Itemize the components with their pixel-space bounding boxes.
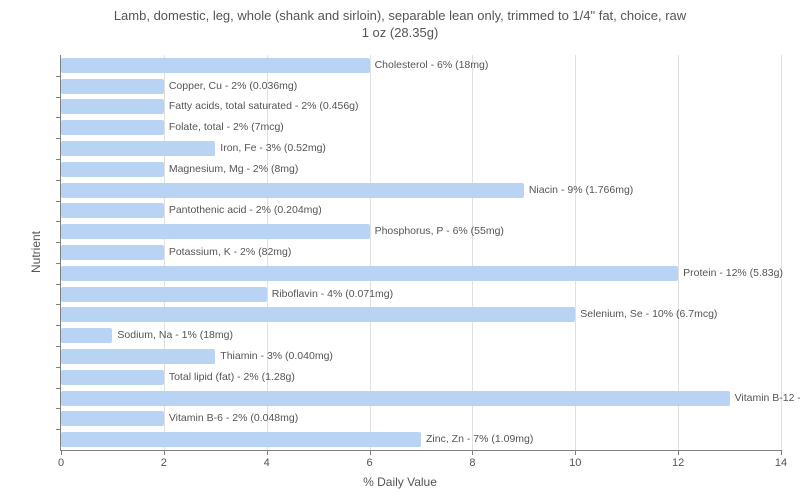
title-line-1: Lamb, domestic, leg, whole (shank and si…	[114, 8, 686, 23]
x-tick-label: 6	[367, 457, 373, 469]
nutrient-bar-label: Total lipid (fat) - 2% (1.28g)	[169, 370, 295, 385]
nutrient-bar	[61, 58, 370, 73]
x-tick-label: 14	[775, 457, 787, 469]
y-tick	[56, 304, 61, 305]
nutrient-bar	[61, 307, 575, 322]
nutrient-bar-label: Vitamin B-6 - 2% (0.048mg)	[169, 411, 298, 426]
nutrient-bar	[61, 99, 164, 114]
nutrient-bar-label: Iron, Fe - 3% (0.52mg)	[220, 141, 326, 156]
nutrient-bar	[61, 266, 678, 281]
x-tick-label: 12	[672, 457, 684, 469]
x-tick	[781, 450, 782, 455]
nutrient-bar	[61, 328, 112, 343]
x-tick-label: 4	[264, 457, 270, 469]
x-tick-label: 2	[161, 457, 167, 469]
nutrient-bar	[61, 391, 730, 406]
plot-area: 02468101214Cholesterol - 6% (18mg)Copper…	[60, 55, 781, 451]
x-tick-label: 8	[469, 457, 475, 469]
y-tick	[56, 138, 61, 139]
x-axis-label: % Daily Value	[363, 475, 437, 489]
nutrient-bar-label: Protein - 12% (5.83g)	[683, 266, 783, 281]
nutrient-bar-label: Vitamin B-12 - 13% (0.77mcg)	[735, 391, 800, 406]
x-tick	[164, 450, 165, 455]
y-tick	[56, 367, 61, 368]
nutrient-bar-label: Niacin - 9% (1.766mg)	[529, 183, 633, 198]
nutrient-bar	[61, 79, 164, 94]
nutrient-bar-label: Fatty acids, total saturated - 2% (0.456…	[169, 99, 359, 114]
chart-container: Lamb, domestic, leg, whole (shank and si…	[0, 0, 800, 500]
y-axis-label: Nutrient	[29, 231, 43, 273]
x-tick	[678, 450, 679, 455]
nutrient-bar	[61, 203, 164, 218]
nutrient-bar	[61, 411, 164, 426]
x-tick	[370, 450, 371, 455]
nutrient-bar-label: Folate, total - 2% (7mcg)	[169, 120, 284, 135]
y-tick	[56, 76, 61, 77]
nutrient-bar-label: Selenium, Se - 10% (6.7mcg)	[580, 307, 717, 322]
x-tick-label: 10	[569, 457, 581, 469]
nutrient-bar	[61, 287, 267, 302]
nutrient-bar-label: Riboflavin - 4% (0.071mg)	[272, 287, 393, 302]
y-tick	[56, 242, 61, 243]
nutrient-bar	[61, 349, 215, 364]
y-tick	[56, 429, 61, 430]
nutrient-bar	[61, 162, 164, 177]
y-tick	[56, 221, 61, 222]
nutrient-bar	[61, 245, 164, 260]
x-tick	[267, 450, 268, 455]
y-tick	[56, 284, 61, 285]
y-tick	[56, 408, 61, 409]
nutrient-bar-label: Magnesium, Mg - 2% (8mg)	[169, 162, 299, 177]
y-tick	[56, 325, 61, 326]
nutrient-bar-label: Zinc, Zn - 7% (1.09mg)	[426, 432, 533, 447]
nutrient-bar	[61, 224, 370, 239]
nutrient-bar-label: Thiamin - 3% (0.040mg)	[220, 349, 333, 364]
nutrient-bar-label: Phosphorus, P - 6% (55mg)	[375, 224, 504, 239]
nutrient-bar	[61, 432, 421, 447]
x-tick	[575, 450, 576, 455]
nutrient-bar-label: Sodium, Na - 1% (18mg)	[117, 328, 233, 343]
nutrient-bar	[61, 141, 215, 156]
x-tick-label: 0	[58, 457, 64, 469]
y-tick	[56, 117, 61, 118]
y-tick	[56, 263, 61, 264]
nutrient-bar-label: Pantothenic acid - 2% (0.204mg)	[169, 203, 322, 218]
chart-title: Lamb, domestic, leg, whole (shank and si…	[0, 0, 800, 42]
nutrient-bar	[61, 370, 164, 385]
y-tick	[56, 346, 61, 347]
title-line-2: 1 oz (28.35g)	[362, 25, 439, 40]
x-tick	[472, 450, 473, 455]
y-tick	[56, 97, 61, 98]
nutrient-bar-label: Cholesterol - 6% (18mg)	[375, 58, 489, 73]
y-tick	[56, 159, 61, 160]
nutrient-bar	[61, 120, 164, 135]
y-tick	[56, 180, 61, 181]
y-tick	[56, 388, 61, 389]
nutrient-bar-label: Copper, Cu - 2% (0.036mg)	[169, 79, 297, 94]
nutrient-bar-label: Potassium, K - 2% (82mg)	[169, 245, 292, 260]
y-tick	[56, 201, 61, 202]
x-tick	[61, 450, 62, 455]
nutrient-bar	[61, 183, 524, 198]
